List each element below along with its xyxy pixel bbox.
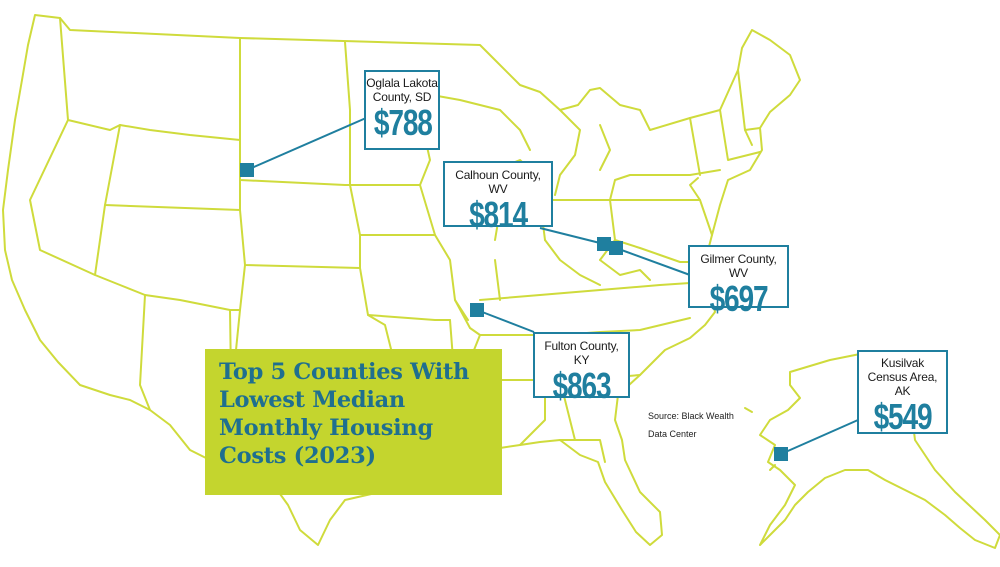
callout-oglala-lakota: Oglala Lakota County, SD $788	[364, 70, 440, 150]
connectors	[246, 117, 859, 455]
connector-calhoun	[539, 227, 605, 245]
callout-gilmer: Gilmer County, WV $697	[688, 245, 789, 318]
connector-fulton	[476, 309, 535, 333]
connector-oglala	[246, 117, 367, 171]
markers	[240, 163, 788, 461]
county-name: Oglala Lakota County, SD	[366, 76, 438, 104]
marker-gilmer	[609, 241, 623, 255]
marker-kusilvak	[774, 447, 788, 461]
county-name: Kusilvak Census Area, AK	[867, 356, 938, 398]
county-name: Calhoun County, WV	[455, 168, 541, 196]
county-value: $549	[873, 396, 933, 437]
connector-gilmer	[615, 247, 691, 276]
marker-calhoun	[597, 237, 611, 251]
county-value: $814	[469, 194, 528, 235]
county-value: $788	[373, 102, 433, 143]
marker-fulton	[470, 303, 484, 317]
title-box: Top 5 Counties With Lowest Median Monthl…	[205, 349, 502, 495]
callout-kusilvak: Kusilvak Census Area, AK $549	[857, 350, 948, 437]
county-value: $697	[709, 278, 769, 319]
callout-fulton: Fulton County, KY $863	[533, 332, 630, 405]
county-name: Fulton County, KY	[544, 339, 619, 367]
callout-calhoun: Calhoun County, WV $814	[443, 161, 553, 234]
marker-oglala	[240, 163, 254, 177]
page-title: Top 5 Counties With Lowest Median Monthl…	[219, 359, 470, 469]
county-name: Gilmer County, WV	[700, 252, 777, 280]
county-value: $863	[552, 365, 612, 406]
source-note: Source: Black Wealth Data Center	[648, 411, 734, 439]
connector-kusilvak	[780, 419, 859, 455]
alaska-outline	[744, 351, 1000, 549]
